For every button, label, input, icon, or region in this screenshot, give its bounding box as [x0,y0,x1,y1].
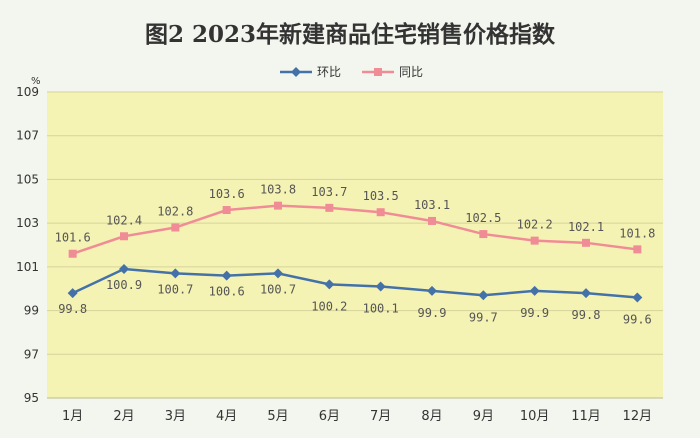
data-label-huanbi: 100.1 [363,302,399,316]
x-tick-label: 9月 [473,409,494,424]
data-point-tongbi [376,208,385,217]
legend: 环比 同比 [280,65,423,79]
y-tick-label: 109 [16,85,39,99]
data-label-tongbi: 103.5 [363,189,399,203]
data-label-tongbi: 102.5 [465,211,501,225]
data-point-tongbi [171,223,180,232]
data-label-huanbi: 100.2 [311,299,347,313]
data-label-huanbi: 99.9 [418,306,447,320]
x-tick-label: 5月 [267,409,288,424]
x-tick-label: 4月 [216,409,237,424]
data-point-tongbi [325,203,334,212]
data-point-huanbi [67,288,78,299]
data-label-huanbi: 100.9 [106,278,142,292]
data-point-tongbi [222,206,231,215]
series-huanbi: 99.8 100.9 100.7 100.6 100.7 100.2 100.1 99.9 99… [58,264,652,326]
legend-label-tongbi: 同比 [399,65,423,79]
data-point-huanbi [632,292,643,303]
data-label-huanbi: 100.6 [209,285,245,299]
y-tick-label: 105 [16,172,39,186]
x-tick-label: 11月 [571,409,601,424]
x-tick-label: 10月 [520,409,550,424]
data-label-tongbi: 102.1 [568,220,604,234]
data-point-tongbi [120,232,128,241]
y-tick-label: 97 [24,347,39,361]
data-point-huanbi [273,268,283,279]
y-tick-label: 101 [16,260,39,274]
data-label-tongbi: 103.7 [311,185,347,199]
x-tick-label: 12月 [623,409,653,424]
data-label-tongbi: 103.8 [260,183,296,197]
data-label-tongbi: 103.1 [414,198,450,212]
data-point-tongbi [274,201,282,210]
data-point-tongbi [530,236,539,245]
legend-label-huanbi: 环比 [317,65,341,79]
series-layer: 99.8 100.9 100.7 100.6 100.7 100.2 100.1 99.9 99… [55,183,656,327]
data-label-tongbi: 102.8 [157,205,193,219]
y-tick-label: 95 [24,391,39,405]
data-label-huanbi: 100.7 [260,282,296,296]
legend-marker-tongbi [374,68,382,76]
data-point-tongbi [633,245,642,254]
chart-title: 图2 2023年新建商品住宅销售价格指数 [145,21,556,48]
data-point-huanbi [221,270,232,281]
data-point-huanbi [581,288,591,299]
series-tongbi: 101.6 102.4 102.8 103.6 103.8 103.7 103.5 103.1… [55,183,655,258]
x-tick-label: 8月 [421,409,442,424]
legend-marker-huanbi [291,67,301,77]
data-label-tongbi: 101.8 [619,226,655,240]
data-label-huanbi: 99.9 [520,306,549,320]
y-tick-label: 103 [16,216,39,230]
data-point-huanbi [119,264,129,275]
data-label-huanbi: 100.7 [157,282,193,296]
y-axis-unit: % [31,76,41,87]
data-point-huanbi [170,268,181,279]
series-line-huanbi [72,267,638,299]
data-label-tongbi: 102.4 [106,213,142,227]
data-label-huanbi: 99.8 [58,302,87,316]
x-tick-label: 6月 [319,409,340,424]
y-tick-label: 107 [16,129,39,143]
x-axis-ticks: 1月 2月 3月 4月 5月 6月 7月 8月 9月 10月 11月 12月 [62,409,652,424]
y-tick-label: 99 [24,304,39,318]
data-point-huanbi [478,290,489,301]
data-label-huanbi: 99.6 [623,312,652,326]
data-point-tongbi [582,238,590,247]
x-tick-label: 2月 [113,409,134,424]
data-label-huanbi: 99.8 [572,308,601,322]
data-point-huanbi [427,285,437,296]
data-label-tongbi: 102.2 [517,218,553,232]
plot-area [47,92,663,398]
gridlines [47,91,663,399]
data-point-tongbi [428,216,436,225]
data-label-tongbi: 101.6 [55,231,91,245]
data-point-huanbi [324,279,335,290]
series-line-tongbi [72,204,638,255]
data-point-tongbi [68,249,77,258]
data-label-tongbi: 103.6 [209,187,245,201]
data-point-tongbi [479,230,488,239]
data-label-huanbi: 99.7 [469,310,498,324]
data-point-huanbi [375,281,386,292]
y-axis-ticks: 95 97 99 101 103 105 107 109 [16,85,39,405]
x-tick-label: 1月 [62,409,83,424]
data-point-huanbi [529,285,540,296]
x-tick-label: 7月 [370,409,391,424]
x-tick-label: 3月 [165,409,186,424]
